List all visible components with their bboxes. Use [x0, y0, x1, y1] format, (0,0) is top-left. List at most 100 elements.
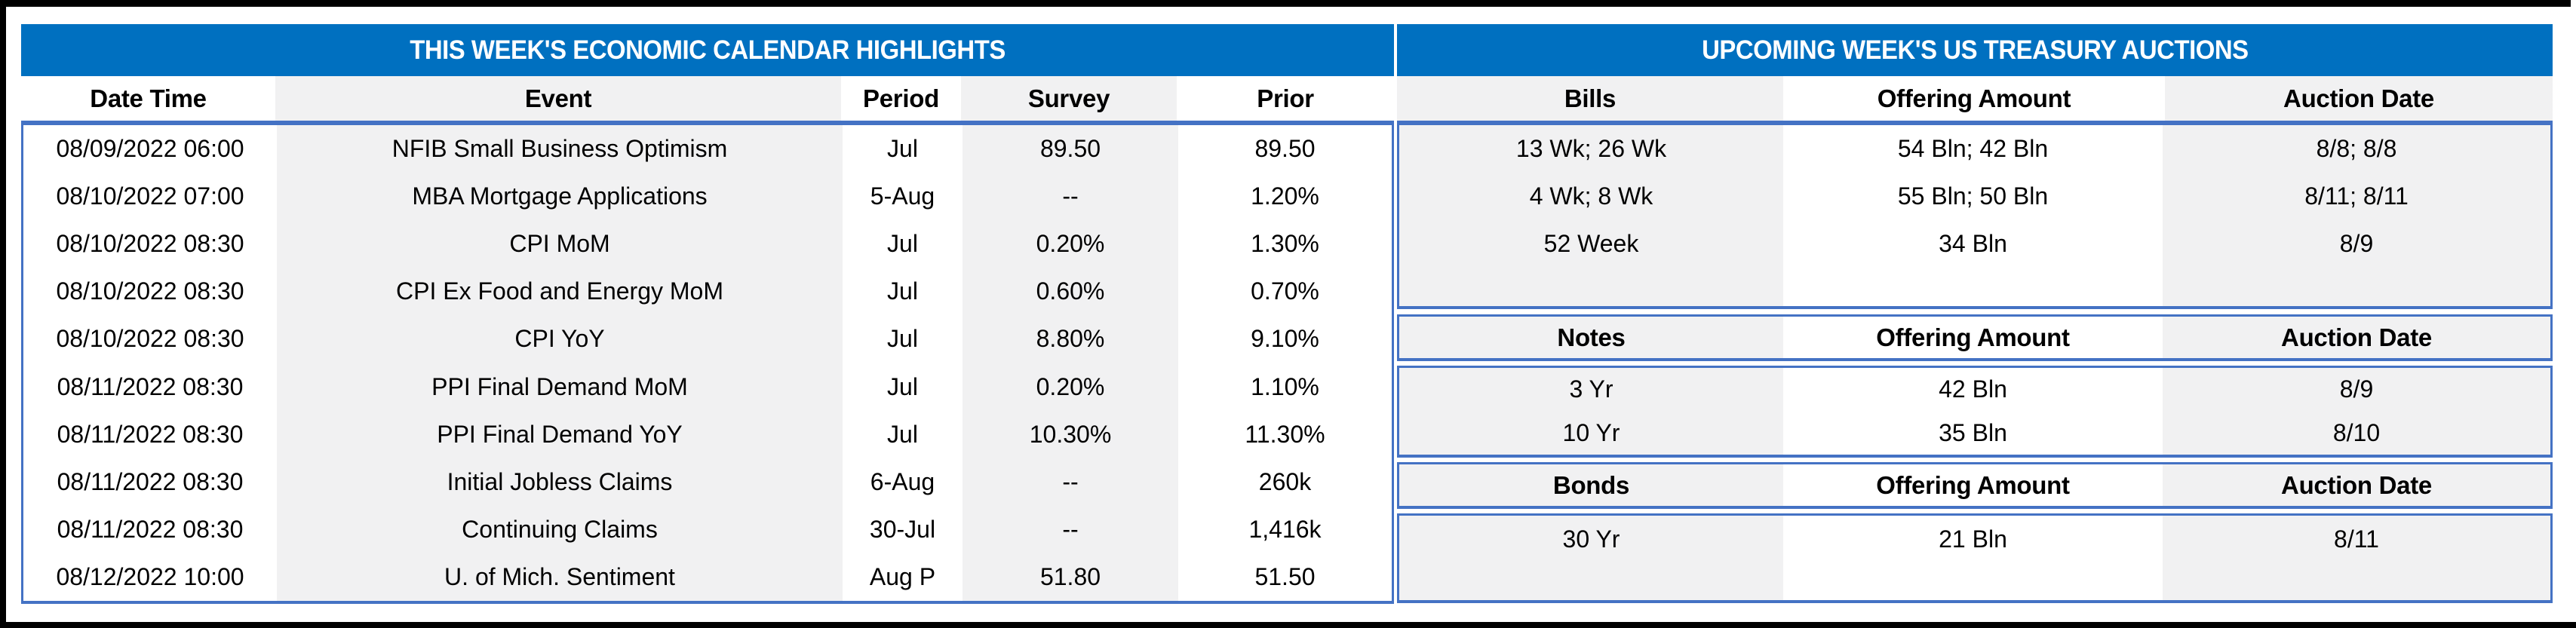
frame-top: [0, 0, 2571, 7]
cell-security: 3 Yr: [1399, 368, 1783, 412]
col-header-period: Period: [841, 76, 961, 121]
economic-calendar-section: THIS WEEK'S ECONOMIC CALENDAR HIGHLIGHTS…: [21, 24, 1394, 604]
bills-data-grid: 13 Wk; 26 Wk 54 Bln; 42 Bln 8/8; 8/8 4 W…: [1397, 125, 2553, 309]
cell-auction-date: 8/11; 8/11: [2163, 173, 2550, 220]
cell-event: MBA Mortgage Applications: [277, 173, 843, 221]
cell-empty: [1399, 563, 1783, 600]
cell-date-time: 08/09/2022 06:00: [23, 125, 277, 173]
header-separator: [1397, 121, 2553, 125]
cell-date-time: 08/10/2022 08:30: [23, 220, 277, 268]
cell-survey: 10.30%: [963, 410, 1178, 458]
cell-prior: 89.50: [1178, 125, 1392, 173]
cell-security: 52 Week: [1399, 220, 1783, 268]
calendar-title: THIS WEEK'S ECONOMIC CALENDAR HIGHLIGHTS: [410, 35, 1006, 65]
notes-data-grid: 3 Yr 42 Bln 8/9 10 Yr 35 Bln 8/10: [1397, 366, 2553, 458]
cell-prior: 1,416k: [1178, 505, 1392, 553]
cell-empty: [2163, 268, 2550, 306]
cell-period: Jul: [843, 268, 963, 316]
cell-event: Continuing Claims: [277, 505, 843, 553]
cell-event: NFIB Small Business Optimism: [277, 125, 843, 173]
cell-empty: [1783, 563, 2163, 600]
col-header-prior: Prior: [1177, 76, 1394, 121]
cell-offering: 42 Bln: [1783, 368, 2163, 412]
cell-survey: 51.80: [963, 553, 1178, 601]
cell-auction-date: 8/10: [2163, 411, 2550, 455]
cell-date-time: 08/11/2022 08:30: [23, 410, 277, 458]
header-separator: [21, 121, 1394, 125]
frame-bottom: [0, 622, 2576, 628]
cell-event: CPI YoY: [277, 315, 843, 363]
cell-security: 13 Wk; 26 Wk: [1399, 125, 1783, 173]
cell-period: 30-Jul: [843, 505, 963, 553]
cell-auction-date: 8/11: [2163, 516, 2550, 563]
bills-header-row: Bills Offering Amount Auction Date: [1397, 76, 2553, 121]
cell-empty: [1783, 268, 2163, 306]
cell-survey: --: [963, 458, 1178, 506]
cell-event: PPI Final Demand YoY: [277, 410, 843, 458]
cell-prior: 260k: [1178, 458, 1392, 506]
bonds-header-row: Bonds Offering Amount Auction Date: [1397, 462, 2553, 509]
cell-offering: 35 Bln: [1783, 411, 2163, 455]
cell-security: 4 Wk; 8 Wk: [1399, 173, 1783, 220]
cell-period: Jul: [843, 410, 963, 458]
cell-date-time: 08/12/2022 10:00: [23, 553, 277, 601]
cell-period: 6-Aug: [843, 458, 963, 506]
calendar-data-grid: 08/09/2022 06:00 NFIB Small Business Opt…: [21, 125, 1394, 604]
col-header-offering-amount: Offering Amount: [1783, 464, 2163, 506]
col-header-date-time: Date Time: [21, 76, 275, 121]
cell-prior: 1.20%: [1178, 173, 1392, 221]
frame-left: [0, 0, 6, 628]
col-header-bills: Bills: [1397, 76, 1783, 121]
cell-security: 30 Yr: [1399, 516, 1783, 563]
cell-offering: 55 Bln; 50 Bln: [1783, 173, 2163, 220]
cell-prior: 1.10%: [1178, 363, 1392, 411]
cell-period: Jul: [843, 220, 963, 268]
col-header-bonds: Bonds: [1399, 464, 1783, 506]
cell-survey: 0.20%: [963, 220, 1178, 268]
cell-event: PPI Final Demand MoM: [277, 363, 843, 411]
cell-offering: 21 Bln: [1783, 516, 2163, 563]
cell-survey: --: [963, 505, 1178, 553]
cell-event: CPI MoM: [277, 220, 843, 268]
cell-offering: 54 Bln; 42 Bln: [1783, 125, 2163, 173]
cell-period: Jul: [843, 315, 963, 363]
auctions-title: UPCOMING WEEK'S US TREASURY AUCTIONS: [1701, 35, 2249, 65]
cell-period: Jul: [843, 363, 963, 411]
cell-security: 10 Yr: [1399, 411, 1783, 455]
cell-auction-date: 8/9: [2163, 368, 2550, 412]
cell-date-time: 08/11/2022 08:30: [23, 458, 277, 506]
col-header-auction-date: Auction Date: [2163, 464, 2550, 506]
cell-date-time: 08/10/2022 08:30: [23, 268, 277, 316]
cell-survey: --: [963, 173, 1178, 221]
cell-prior: 1.30%: [1178, 220, 1392, 268]
cell-event: CPI Ex Food and Energy MoM: [277, 268, 843, 316]
col-header-offering-amount: Offering Amount: [1783, 76, 2165, 121]
cell-survey: 89.50: [963, 125, 1178, 173]
cell-survey: 0.60%: [963, 268, 1178, 316]
cell-empty: [2163, 563, 2550, 600]
cell-date-time: 08/10/2022 07:00: [23, 173, 277, 221]
col-header-event: Event: [275, 76, 841, 121]
auctions-title-bar: UPCOMING WEEK'S US TREASURY AUCTIONS: [1397, 24, 2553, 76]
cell-date-time: 08/11/2022 08:30: [23, 505, 277, 553]
bonds-data-grid: 30 Yr 21 Bln 8/11: [1397, 513, 2553, 603]
cell-date-time: 08/10/2022 08:30: [23, 315, 277, 363]
cell-period: 5-Aug: [843, 173, 963, 221]
cell-survey: 0.20%: [963, 363, 1178, 411]
cell-prior: 9.10%: [1178, 315, 1392, 363]
col-header-survey: Survey: [961, 76, 1177, 121]
cell-auction-date: 8/8; 8/8: [2163, 125, 2550, 173]
cell-period: Jul: [843, 125, 963, 173]
notes-header-row: Notes Offering Amount Auction Date: [1397, 314, 2553, 361]
col-header-auction-date: Auction Date: [2165, 76, 2553, 121]
cell-empty: [1399, 268, 1783, 306]
cell-event: U. of Mich. Sentiment: [277, 553, 843, 601]
cell-survey: 8.80%: [963, 315, 1178, 363]
cell-prior: 0.70%: [1178, 268, 1392, 316]
cell-offering: 34 Bln: [1783, 220, 2163, 268]
col-header-offering-amount: Offering Amount: [1783, 317, 2163, 358]
calendar-header-row: Date Time Event Period Survey Prior: [21, 76, 1394, 121]
cell-event: Initial Jobless Claims: [277, 458, 843, 506]
calendar-title-bar: THIS WEEK'S ECONOMIC CALENDAR HIGHLIGHTS: [21, 24, 1394, 76]
